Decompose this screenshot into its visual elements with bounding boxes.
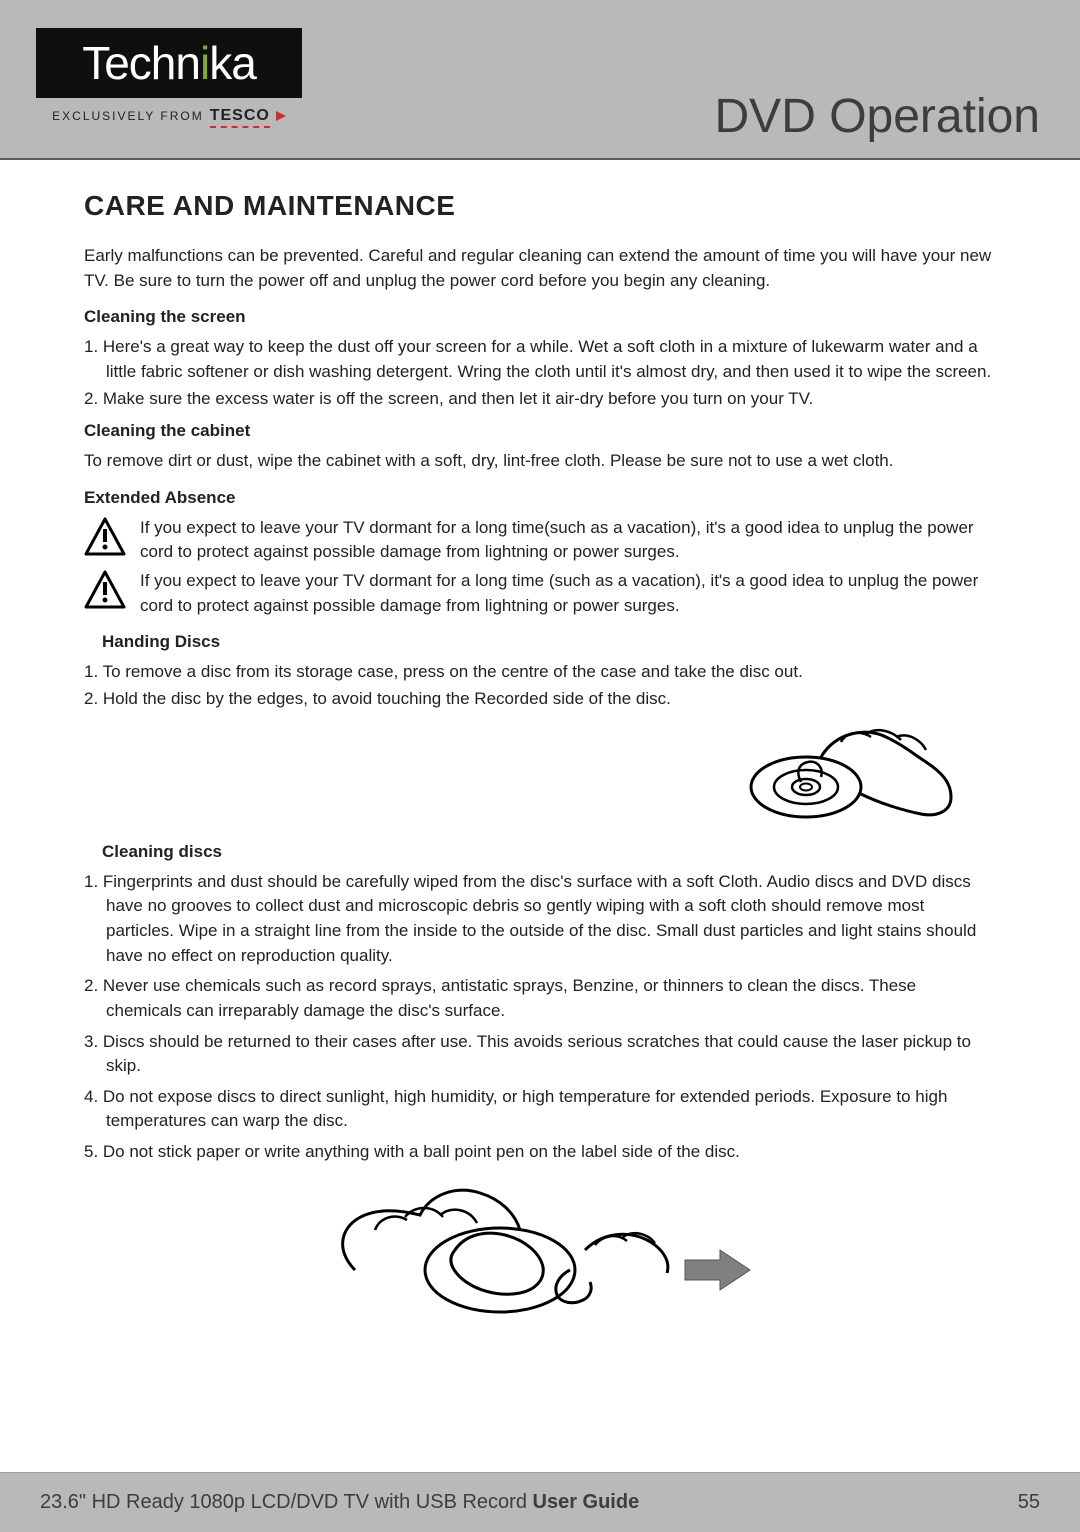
intro-text: Early malfunctions can be prevented. Car… bbox=[84, 244, 996, 293]
logo-tail: ka bbox=[209, 37, 256, 89]
brand-logo: Technika bbox=[36, 28, 302, 98]
warning-text: If you expect to leave your TV dormant f… bbox=[140, 516, 996, 565]
cleaning-cabinet-title: Cleaning the cabinet bbox=[84, 421, 996, 441]
handling-discs-list: 1. To remove a disc from its storage cas… bbox=[84, 660, 996, 711]
subline-prefix: EXCLUSIVELY FROM bbox=[52, 109, 204, 123]
handling-discs-title: Handing Discs bbox=[84, 632, 996, 652]
logo-main: Techn bbox=[82, 37, 200, 89]
cleaning-discs-title: Cleaning discs bbox=[84, 842, 996, 862]
list-item: 2. Make sure the excess water is off the… bbox=[84, 387, 996, 412]
section-title: CARE AND MAINTENANCE bbox=[84, 190, 996, 222]
warning-row: If you expect to leave your TV dormant f… bbox=[84, 516, 996, 565]
list-item: 1. Fingerprints and dust should be caref… bbox=[84, 870, 996, 969]
cleaning-screen-list: 1. Here's a great way to keep the dust o… bbox=[84, 335, 996, 411]
warning-row: If you expect to leave your TV dormant f… bbox=[84, 569, 996, 618]
list-item: 1. Here's a great way to keep the dust o… bbox=[84, 335, 996, 384]
list-item: 2. Hold the disc by the edges, to avoid … bbox=[84, 687, 996, 712]
page-number: 55 bbox=[1018, 1491, 1040, 1514]
page-header: Technika EXCLUSIVELY FROM TESCO DVD Oper… bbox=[0, 0, 1080, 160]
brand-logo-text: Technika bbox=[82, 36, 256, 90]
header-title: DVD Operation bbox=[715, 89, 1040, 144]
disc-holding-illustration bbox=[84, 722, 996, 832]
page-content: CARE AND MAINTENANCE Early malfunctions … bbox=[0, 160, 1080, 1335]
disc-wiping-illustration bbox=[84, 1175, 996, 1335]
footer-text-bold: User Guide bbox=[533, 1491, 640, 1513]
extended-absence-title: Extended Absence bbox=[84, 488, 996, 508]
subline-brand: TESCO bbox=[210, 107, 270, 125]
tesco-arrow-icon bbox=[276, 111, 286, 121]
cleaning-discs-list: 1. Fingerprints and dust should be caref… bbox=[84, 870, 996, 1165]
logo-accent: i bbox=[200, 37, 209, 89]
cleaning-cabinet-text: To remove dirt or dust, wipe the cabinet… bbox=[84, 449, 996, 474]
list-item: 3. Discs should be returned to their cas… bbox=[84, 1030, 996, 1079]
cleaning-screen-title: Cleaning the screen bbox=[84, 307, 996, 327]
footer-text: 23.6" HD Ready 1080p LCD/DVD TV with USB… bbox=[40, 1491, 639, 1514]
list-item: 4. Do not expose discs to direct sunligh… bbox=[84, 1085, 996, 1134]
brand-subline: EXCLUSIVELY FROM TESCO bbox=[36, 100, 302, 132]
list-item: 5. Do not stick paper or write anything … bbox=[84, 1140, 996, 1165]
list-item: 1. To remove a disc from its storage cas… bbox=[84, 660, 996, 685]
warning-icon bbox=[84, 516, 126, 558]
warning-text: If you expect to leave your TV dormant f… bbox=[140, 569, 996, 618]
warning-icon bbox=[84, 569, 126, 611]
footer-text-light: 23.6" HD Ready 1080p LCD/DVD TV with USB… bbox=[40, 1491, 533, 1513]
page-footer: 23.6" HD Ready 1080p LCD/DVD TV with USB… bbox=[0, 1472, 1080, 1532]
list-item: 2. Never use chemicals such as record sp… bbox=[84, 974, 996, 1023]
